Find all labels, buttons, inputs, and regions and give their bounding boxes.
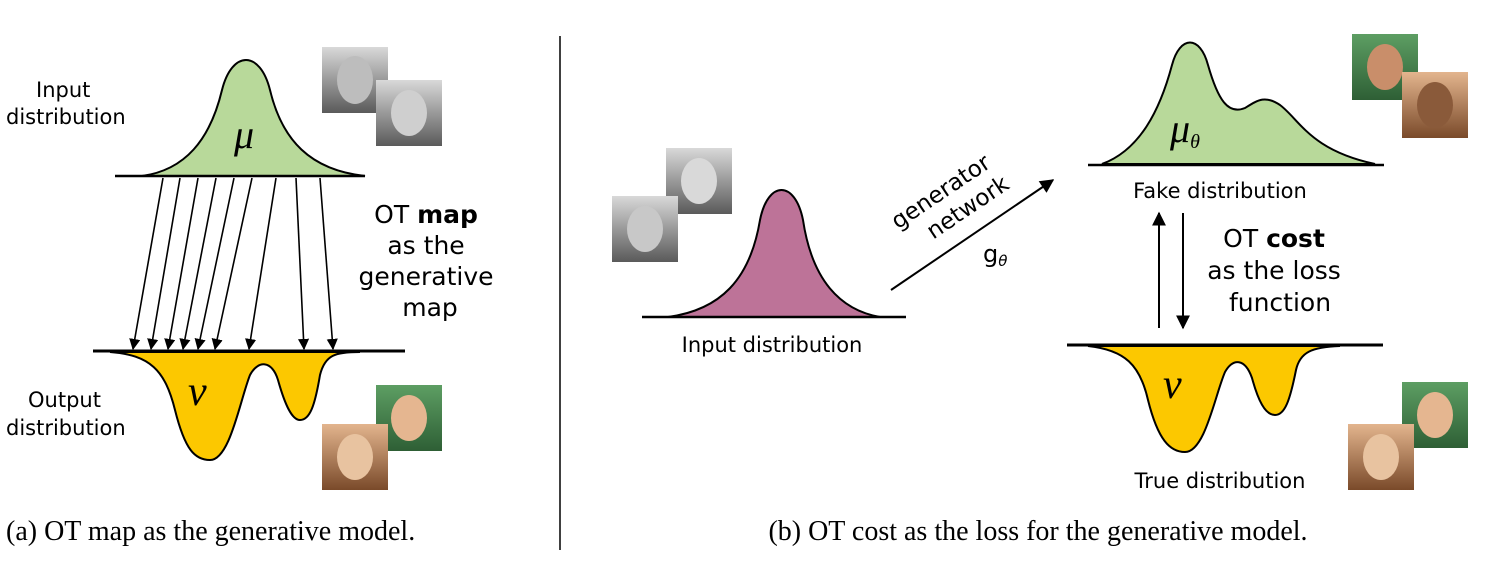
ot-cost-text: OT cost as the loss function [1207,224,1349,317]
generator-arrow [890,179,1055,291]
true-distribution-curve [1087,345,1341,454]
ot-map-text: OT map as the generative map [359,200,502,322]
mu-symbol: μ [233,112,254,157]
transport-arrow [147,177,181,351]
transport-arrow [129,177,164,351]
face-photo-icon [612,196,678,262]
face-photo-icon [1402,72,1468,138]
transport-arrow [179,177,217,351]
true-distribution-label: True distribution [1134,469,1306,493]
transport-arrow [164,177,199,351]
transport-arrow [194,177,235,351]
transport-arrow [245,177,277,351]
input-distribution-curve [141,59,366,177]
face-photo-icon [322,424,388,490]
panel-b: Input distribution generator network gθ … [612,34,1468,547]
caption-b: (b) OT cost as the loss for the generati… [768,516,1307,547]
transport-arrow [211,177,253,351]
fake-distribution-label: Fake distribution [1133,179,1307,203]
panel-a: μ Input distribution ν [6,47,502,547]
fake-distribution-curve [1101,41,1376,165]
output-distribution-label: Output distribution [6,388,126,440]
input-distribution-label: Input distribution [6,78,126,129]
output-distribution-curve [109,351,361,462]
caption-a: (a) OT map as the generative model. [6,516,415,547]
nu-symbol: ν [188,369,207,415]
g-theta-symbol: gθ [983,240,1007,270]
face-photo-icon [376,385,442,451]
input-distribution-label: Input distribution [682,333,863,357]
nu-symbol: ν [1163,362,1182,408]
transport-arrow [295,177,310,351]
face-photo-icon [666,148,732,214]
face-photo-icon [1348,424,1414,490]
face-photo-icon [376,80,442,146]
input-distribution-curve [667,189,881,318]
transport-arrows [129,177,338,351]
mu-theta-symbol: μθ [1169,106,1200,153]
transport-arrow [319,177,338,351]
